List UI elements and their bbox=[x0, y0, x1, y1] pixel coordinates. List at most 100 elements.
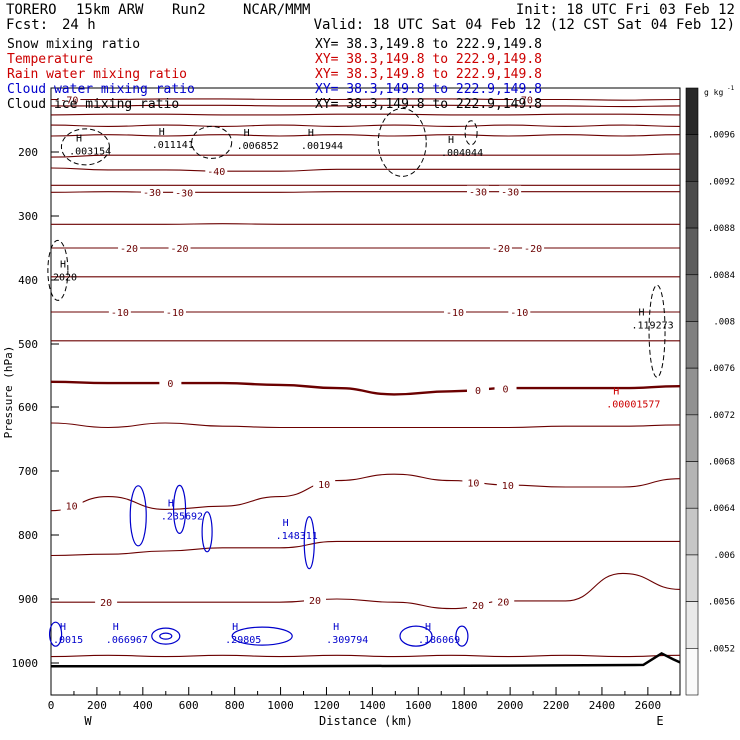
legend-item-xy: XY= 38.3,149.8 to 222.9,149.8 bbox=[315, 82, 542, 97]
colorbar-band bbox=[685, 367, 699, 416]
cloud-water-contour bbox=[303, 516, 315, 570]
colorbar: .0096 .0092 .0088 .0084 .008 .0076 .0072 .0068.… bbox=[685, 85, 735, 696]
legend-item-name: Snow mixing ratio bbox=[7, 37, 140, 52]
forecast-hour: 24 h bbox=[62, 17, 96, 33]
contour-label-bg bbox=[508, 306, 531, 318]
snow-max-value: .011141 bbox=[152, 140, 194, 151]
colorbar-band bbox=[685, 461, 699, 509]
x-tick-label: 2000 bbox=[497, 699, 524, 712]
contour-label: -10 bbox=[111, 308, 129, 319]
colorbar-band bbox=[685, 414, 699, 462]
contour-label: 0 bbox=[475, 386, 481, 397]
ice-max-symbol: H bbox=[60, 260, 66, 271]
temperature-contour bbox=[50, 473, 681, 512]
contour-label: -20 bbox=[171, 244, 189, 255]
y-tick-label: 900 bbox=[18, 593, 38, 606]
colorbar-tick-label: .0068 bbox=[708, 458, 735, 468]
contour-label-bg bbox=[492, 595, 515, 608]
temperature-contour bbox=[51, 98, 681, 101]
ice-contour bbox=[648, 284, 666, 378]
contour-label-bg bbox=[444, 306, 467, 318]
contour-label: -40 bbox=[207, 167, 225, 178]
axes: 0 200 400 600 800 1000 1200 1400 1600 1800 2000 220… bbox=[12, 146, 672, 712]
contour-label: -10 bbox=[510, 308, 528, 319]
legend-item-xy: XY= 38.3,149.8 to 222.9,149.8 bbox=[315, 97, 542, 112]
cloud-water-contour bbox=[151, 627, 181, 645]
run-label: Run2 bbox=[172, 2, 206, 18]
temperature-contour bbox=[51, 572, 681, 610]
ice-max-value: 2020 bbox=[53, 273, 77, 284]
contour-label-bg bbox=[163, 306, 186, 318]
x-tick-label: 2600 bbox=[635, 699, 662, 712]
cloud-water-contour bbox=[129, 485, 147, 547]
colorbar-band bbox=[685, 321, 699, 369]
y-tick-label: 400 bbox=[18, 274, 38, 287]
contour-label: 10 bbox=[502, 481, 514, 492]
forecast-label: Fcst: bbox=[6, 17, 48, 33]
snow-max-value: .001944 bbox=[301, 141, 343, 152]
cloud-water-max-symbol: H bbox=[425, 622, 431, 633]
contour-label-bg bbox=[466, 599, 489, 612]
contour-label-bg bbox=[168, 242, 191, 254]
contour-label-bg bbox=[466, 185, 489, 198]
colorbar-tick-label: .006 bbox=[713, 551, 735, 561]
cloud-water-max-value: .186069 bbox=[418, 635, 460, 646]
contour-label: -20 bbox=[492, 244, 510, 255]
snow-max-value: .003154 bbox=[69, 147, 111, 158]
ice-max-symbol: H bbox=[638, 308, 644, 319]
legend-item-name: Cloud water mixing ratio bbox=[7, 82, 195, 97]
cloud-water-contour bbox=[201, 511, 213, 553]
cloud-water-max-symbol: H bbox=[113, 622, 119, 633]
contour-label: -30 bbox=[501, 188, 519, 199]
cloud-water-max-symbol: H bbox=[283, 518, 289, 529]
y-axis-title: Pressure (hPa) bbox=[2, 346, 15, 439]
terrain-line bbox=[51, 651, 681, 668]
temperature-contour bbox=[50, 654, 681, 658]
contour-label: -30 bbox=[175, 188, 193, 199]
colorbar-band bbox=[685, 648, 699, 696]
snow-contour bbox=[191, 125, 233, 159]
contour-label: -70 bbox=[515, 96, 533, 107]
contour-label-bg bbox=[313, 478, 336, 491]
contour-label-bg bbox=[466, 383, 489, 396]
snow-max-value: .006852 bbox=[237, 141, 279, 152]
colorbar-tick-label: .0076 bbox=[708, 364, 735, 374]
contour-label: 20 bbox=[100, 598, 112, 609]
org-label: NCAR/MMM bbox=[243, 2, 310, 18]
model-resolution: 15km ARW bbox=[76, 2, 144, 18]
contour-label-bg bbox=[141, 186, 164, 199]
snow-contour bbox=[377, 107, 427, 177]
y-tick-label: 500 bbox=[18, 338, 38, 351]
maxima-markers: H .003154 H .011141 H .006852 H .001944 H .004044… bbox=[53, 127, 674, 646]
west-label: W bbox=[84, 714, 92, 728]
x-tick-label: 1000 bbox=[267, 699, 294, 712]
legend-item-name: Rain water mixing ratio bbox=[7, 67, 187, 82]
y-tick-label: 700 bbox=[18, 465, 38, 478]
cloud-water-contour bbox=[231, 626, 293, 646]
legend-item-xy: XY= 38.3,149.8 to 222.9,149.8 bbox=[315, 52, 542, 67]
y-tick-label: 1000 bbox=[12, 657, 39, 670]
colorbar-tick-label: .0088 bbox=[708, 224, 735, 234]
x-axis-title: Distance (km) bbox=[319, 714, 413, 728]
x-tick-label: 200 bbox=[87, 699, 107, 712]
contour-label-bg bbox=[489, 242, 512, 254]
contour-label-bg bbox=[462, 476, 485, 489]
east-label: E bbox=[656, 714, 663, 728]
x-tick-label: 1800 bbox=[451, 699, 478, 712]
contour-label-bg bbox=[205, 165, 228, 178]
cloud-water-max-value: .148311 bbox=[276, 531, 318, 542]
contour-label: 0 bbox=[503, 384, 509, 395]
temperature-contour bbox=[50, 167, 680, 172]
contour-label-bg bbox=[58, 93, 81, 106]
contour-label-bg bbox=[95, 596, 118, 609]
contour-label-bg bbox=[60, 499, 83, 512]
legend-item-name: Cloud ice mixing ratio bbox=[7, 97, 179, 112]
colorbar-tick-label: .008 bbox=[713, 317, 735, 327]
contour-label: -70 bbox=[60, 96, 78, 107]
contour-label: -20 bbox=[120, 244, 138, 255]
colorbar-band bbox=[685, 87, 699, 135]
colorbar-tick-label: .0096 bbox=[708, 131, 735, 141]
ice-contour bbox=[47, 239, 69, 301]
temperature-contour bbox=[50, 104, 681, 108]
contour-label: 20 bbox=[497, 598, 509, 609]
